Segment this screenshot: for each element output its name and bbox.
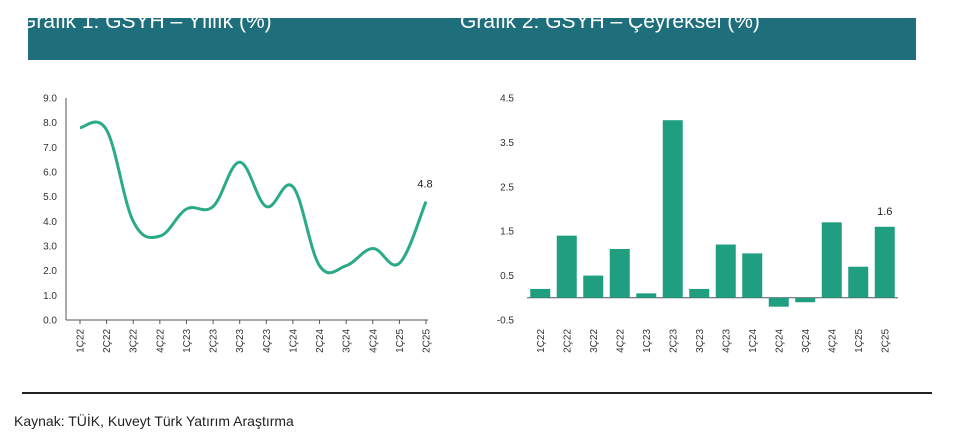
chart2-x-tick-label: 4Ç24 bbox=[827, 329, 838, 353]
chart2-x-tick-label: 4Ç22 bbox=[615, 329, 626, 353]
chart1-x-tick-label: 2Ç25 bbox=[422, 329, 433, 353]
chart2-x-tick-label: 2Ç24 bbox=[774, 329, 785, 353]
chart1-y-tick-label: 9.0 bbox=[43, 94, 57, 105]
chart2-bar bbox=[689, 288, 710, 298]
chart1-x-tick-label: 1Ç23 bbox=[182, 329, 193, 353]
chart2-bar bbox=[530, 288, 551, 298]
chart2-x-tick-label: 3Ç22 bbox=[589, 329, 600, 353]
chart2-data-label: 1.6 bbox=[877, 206, 892, 218]
chart2-x-tick-label: 1Ç22 bbox=[536, 329, 547, 353]
chart2-bar bbox=[636, 293, 657, 298]
chart2-y-tick-label: 2.5 bbox=[500, 182, 514, 193]
chart1-data-point bbox=[345, 264, 348, 267]
chart2-bar bbox=[768, 297, 789, 307]
chart1-line-annual: 0.0 1.0 2.0 3.0 4.0 5.0 6.0 7.0 8.0 9.0 1Ç22 2Ç22 3Ç… bbox=[43, 94, 433, 353]
chart2-bar-quarterly: -0.5 0.5 1.5 2.5 3.5 4.5 1Ç22 2Ç22 3Ç22 4Ç22 1Ç23 2… bbox=[497, 94, 898, 353]
chart1-x-tick-label: 2Ç22 bbox=[102, 329, 113, 353]
chart2-bar bbox=[556, 235, 577, 298]
chart1-data-point bbox=[292, 185, 295, 188]
chart1-data-point bbox=[79, 126, 82, 129]
chart2-y-tick-label: 0.5 bbox=[500, 271, 514, 282]
chart2-y-tick-label: 3.5 bbox=[500, 138, 514, 149]
chart2-x-tick-label: 1Ç24 bbox=[748, 329, 759, 353]
chart2-bar bbox=[874, 226, 895, 298]
chart1-data-point bbox=[185, 208, 188, 211]
chart1-data-point bbox=[265, 205, 268, 208]
chart-header-banner bbox=[28, 18, 916, 60]
chart1-data-point bbox=[212, 205, 215, 208]
chart1-data-point bbox=[425, 200, 428, 203]
chart2-bar bbox=[848, 266, 869, 298]
chart2-y-tick-label: 4.5 bbox=[500, 94, 514, 105]
chart1-x-tick-label: 3Ç22 bbox=[129, 329, 140, 353]
chart2-x-tick-label: 2Ç25 bbox=[880, 329, 891, 353]
chart2-x-tick-label: 2Ç22 bbox=[562, 329, 573, 353]
chart1-x-tick-label: 4Ç24 bbox=[368, 329, 379, 353]
chart2-bar bbox=[821, 222, 842, 298]
chart1-x-tick-label: 2Ç23 bbox=[209, 329, 220, 353]
chart2-bar bbox=[662, 120, 683, 298]
chart1-title: Grafik 1: GSYH – Yıllık (%) bbox=[20, 10, 272, 33]
chart2-x-tick-label: 3Ç24 bbox=[801, 329, 812, 353]
chart1-data-point bbox=[105, 129, 108, 132]
chart1-y-tick-label: 1.0 bbox=[43, 291, 57, 302]
chart1-y-tick-label: 0.0 bbox=[43, 316, 57, 327]
chart1-x-tick-label: 3Ç23 bbox=[235, 329, 246, 353]
chart2-y-tick-label: -0.5 bbox=[497, 316, 515, 327]
chart1-data-point bbox=[371, 247, 374, 250]
chart1-x-tick-label: 2Ç24 bbox=[315, 329, 326, 353]
chart1-data-point bbox=[132, 220, 135, 223]
chart2-bar bbox=[795, 297, 816, 303]
chart2-x-tick-label: 4Ç23 bbox=[721, 329, 732, 353]
chart1-data-label: 4.8 bbox=[417, 179, 432, 191]
chart2-x-tick-label: 2Ç23 bbox=[668, 329, 679, 353]
chart1-x-tick-label: 1Ç24 bbox=[288, 329, 299, 353]
chart2-title: Grafik 2: GSYH – Çeyreksel (%) bbox=[460, 10, 760, 33]
chart2-x-tick-label: 3Ç23 bbox=[695, 329, 706, 353]
chart2-bar bbox=[715, 244, 736, 298]
charts-canvas: 0.0 1.0 2.0 3.0 4.0 5.0 6.0 7.0 8.0 9.0 1Ç22 2Ç22 3Ç… bbox=[43, 94, 898, 353]
chart2-x-tick-label: 1Ç25 bbox=[854, 329, 865, 353]
chart1-y-tick-label: 5.0 bbox=[43, 192, 57, 203]
chart2-x-tick-label: 1Ç23 bbox=[642, 329, 653, 353]
chart1-y-tick-label: 4.0 bbox=[43, 217, 57, 228]
chart2-bar bbox=[742, 253, 763, 298]
chart1-x-tick-label: 3Ç24 bbox=[342, 329, 353, 353]
chart1-data-point bbox=[158, 235, 161, 238]
chart1-x-tick-label: 1Ç25 bbox=[395, 329, 406, 353]
chart1-data-point bbox=[318, 264, 321, 267]
source-note: Kaynak: TÜİK, Kuveyt Türk Yatırım Araştı… bbox=[14, 413, 294, 429]
chart1-data-point bbox=[398, 262, 401, 265]
chart1-y-tick-label: 7.0 bbox=[43, 143, 57, 154]
chart1-x-tick-label: 4Ç22 bbox=[155, 329, 166, 353]
chart2-bar bbox=[583, 275, 604, 298]
chart1-y-tick-label: 2.0 bbox=[43, 266, 57, 277]
chart1-y-tick-label: 3.0 bbox=[43, 242, 57, 253]
chart1-x-tick-label: 4Ç23 bbox=[262, 329, 273, 353]
chart1-y-tick-label: 6.0 bbox=[43, 168, 57, 179]
chart2-y-tick-label: 1.5 bbox=[500, 227, 514, 238]
chart1-y-tick-label: 8.0 bbox=[43, 118, 57, 129]
chart2-bar bbox=[609, 248, 630, 298]
footer-divider bbox=[22, 392, 932, 394]
chart1-x-tick-label: 1Ç22 bbox=[76, 329, 87, 353]
chart1-series-line bbox=[79, 120, 428, 275]
chart1-data-point bbox=[238, 161, 241, 164]
